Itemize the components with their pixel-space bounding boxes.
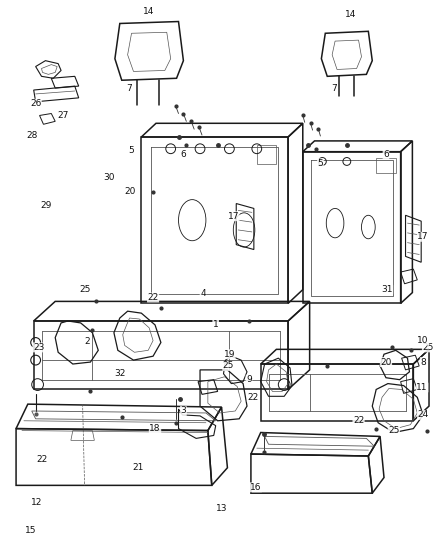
Text: 16: 16 <box>250 483 261 492</box>
Text: 25: 25 <box>223 361 234 370</box>
Text: 20: 20 <box>124 187 135 196</box>
Text: 2: 2 <box>85 337 90 346</box>
Text: 11: 11 <box>417 383 428 392</box>
Text: 14: 14 <box>142 7 154 16</box>
Text: 13: 13 <box>216 504 227 513</box>
Text: 8: 8 <box>420 358 426 367</box>
Text: 19: 19 <box>224 350 235 359</box>
Text: 7: 7 <box>127 84 132 93</box>
Text: 6: 6 <box>180 150 186 159</box>
Text: 17: 17 <box>417 232 429 241</box>
Text: 1: 1 <box>213 320 219 329</box>
Text: 31: 31 <box>381 285 393 294</box>
Text: 26: 26 <box>30 99 41 108</box>
Text: 20: 20 <box>380 358 392 367</box>
Text: 5: 5 <box>129 146 134 155</box>
Text: 28: 28 <box>26 131 37 140</box>
Text: 32: 32 <box>114 369 125 378</box>
Text: 25: 25 <box>422 343 434 352</box>
Text: 22: 22 <box>36 455 47 464</box>
Text: 29: 29 <box>41 201 52 210</box>
Text: 22: 22 <box>148 293 159 302</box>
Text: 17: 17 <box>228 212 239 221</box>
Text: 24: 24 <box>417 410 429 419</box>
Text: 21: 21 <box>133 463 144 472</box>
Text: 22: 22 <box>247 393 258 402</box>
Text: 5: 5 <box>318 159 323 168</box>
Text: 25: 25 <box>388 426 399 435</box>
Text: 18: 18 <box>149 424 161 433</box>
Text: 25: 25 <box>79 285 90 294</box>
Text: 23: 23 <box>33 343 44 352</box>
Text: 3: 3 <box>180 407 186 416</box>
Text: 30: 30 <box>103 173 115 182</box>
Text: 12: 12 <box>31 498 42 507</box>
Text: 10: 10 <box>417 336 429 345</box>
Text: 27: 27 <box>57 111 69 120</box>
Text: 6: 6 <box>383 150 389 159</box>
Text: 4: 4 <box>200 289 206 298</box>
Text: 15: 15 <box>25 526 36 533</box>
Text: 7: 7 <box>331 84 337 93</box>
Text: 9: 9 <box>246 375 252 384</box>
Text: 14: 14 <box>345 10 357 19</box>
Text: 22: 22 <box>353 416 364 425</box>
